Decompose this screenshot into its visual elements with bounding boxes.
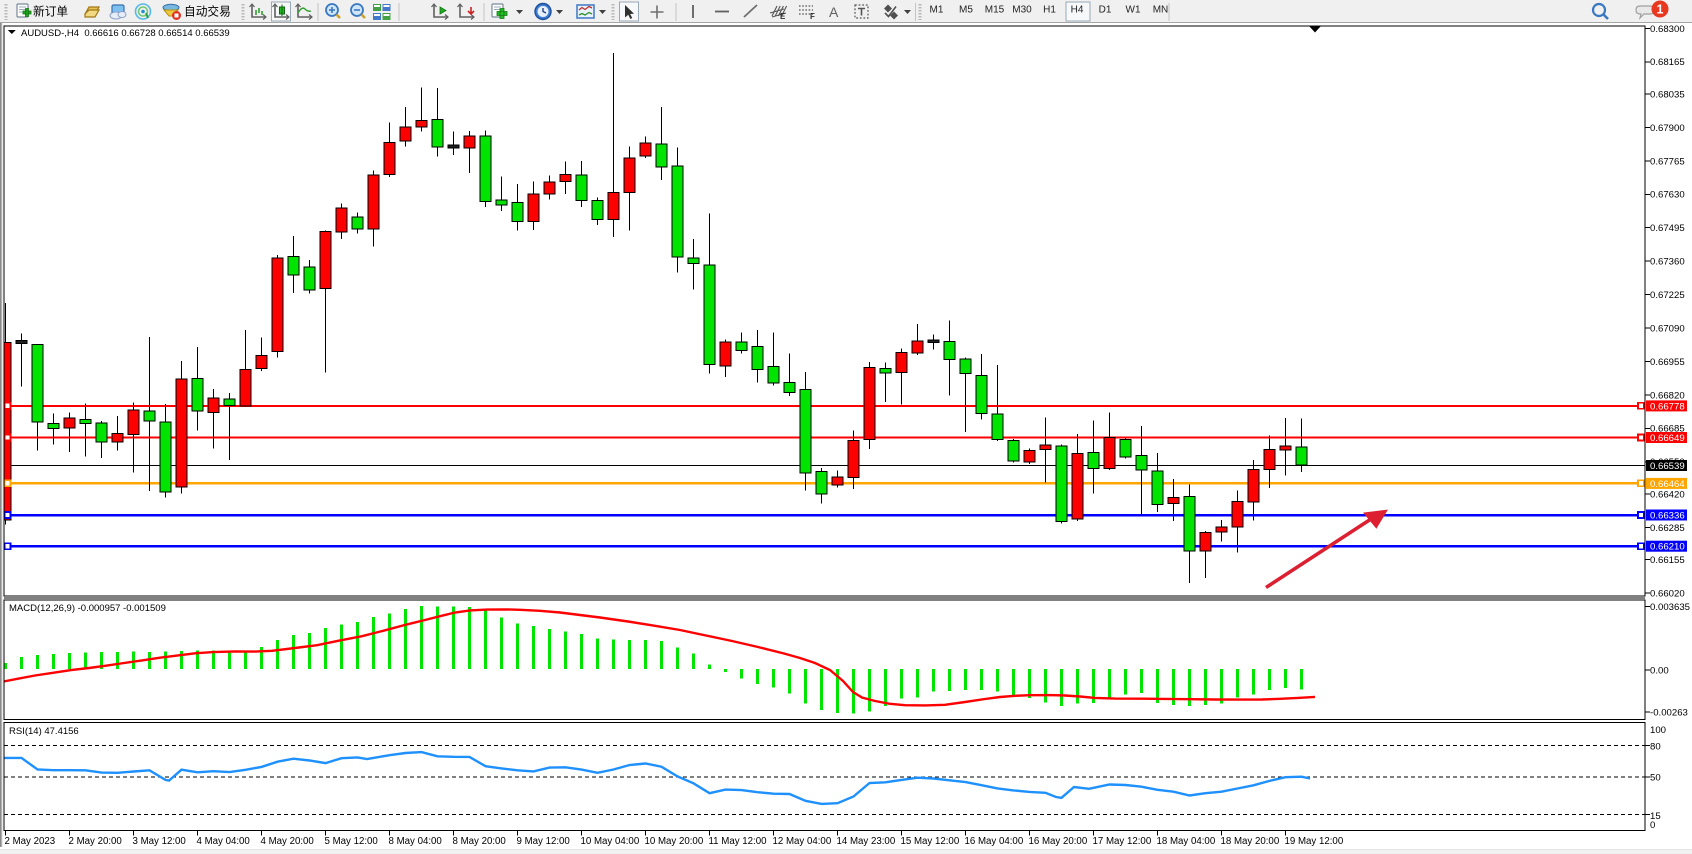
svg-text:AUDUSD-,H4 0.66616 0.66728 0.: AUDUSD-,H4 0.66616 0.66728 0.66514 0.665… (21, 28, 230, 39)
svg-text:0.66285: 0.66285 (1650, 523, 1685, 534)
svg-text:0.67900: 0.67900 (1650, 123, 1685, 134)
svg-text:RSI(14) 47.4156: RSI(14) 47.4156 (9, 726, 79, 737)
svg-text:MN: MN (1153, 5, 1169, 16)
svg-text:18 May 04:00: 18 May 04:00 (1157, 836, 1216, 847)
svg-text:16 May 04:00: 16 May 04:00 (965, 836, 1024, 847)
svg-text:10 May 20:00: 10 May 20:00 (645, 836, 704, 847)
svg-text:新订单: 新订单 (33, 5, 68, 19)
svg-text:F: F (810, 12, 815, 21)
svg-text:0.003635: 0.003635 (1650, 602, 1690, 613)
svg-text:17 May 12:00: 17 May 12:00 (1093, 836, 1152, 847)
svg-text:18 May 20:00: 18 May 20:00 (1221, 836, 1280, 847)
svg-text:0.00: 0.00 (1650, 665, 1669, 676)
svg-text:0.66778: 0.66778 (1650, 401, 1685, 412)
svg-text:100: 100 (1650, 725, 1666, 736)
svg-text:0.67765: 0.67765 (1650, 156, 1685, 167)
svg-text:0.66420: 0.66420 (1650, 489, 1685, 500)
svg-text:50: 50 (1650, 772, 1661, 783)
svg-text:0.66020: 0.66020 (1650, 588, 1685, 599)
svg-text:11 May 12:00: 11 May 12:00 (709, 836, 768, 847)
svg-text:0.67495: 0.67495 (1650, 223, 1685, 234)
svg-text:0.67360: 0.67360 (1650, 257, 1685, 268)
svg-text:10 May 04:00: 10 May 04:00 (581, 836, 640, 847)
svg-text:D1: D1 (1099, 5, 1112, 16)
svg-text:0.67090: 0.67090 (1650, 323, 1685, 334)
svg-text:MACD(12,26,9) -0.000957 -0.001: MACD(12,26,9) -0.000957 -0.001509 (9, 603, 166, 614)
svg-text:E: E (780, 12, 786, 21)
svg-text:0.68035: 0.68035 (1650, 89, 1685, 100)
svg-text:0.68300: 0.68300 (1650, 24, 1685, 35)
svg-text:4 May 20:00: 4 May 20:00 (261, 836, 315, 847)
svg-text:0.66336: 0.66336 (1650, 510, 1685, 521)
svg-text:H4: H4 (1071, 5, 1084, 16)
svg-text:0.67225: 0.67225 (1650, 290, 1685, 301)
svg-text:H1: H1 (1043, 5, 1056, 16)
svg-text:0.66210: 0.66210 (1650, 542, 1685, 553)
svg-text:0.66820: 0.66820 (1650, 390, 1685, 401)
svg-text:0.66955: 0.66955 (1650, 357, 1685, 368)
svg-text:0.66155: 0.66155 (1650, 555, 1685, 566)
svg-text:M30: M30 (1012, 5, 1032, 16)
svg-text:9 May 12:00: 9 May 12:00 (517, 836, 571, 847)
svg-text:2 May 2023: 2 May 2023 (5, 836, 56, 847)
svg-text:4 May 04:00: 4 May 04:00 (197, 836, 251, 847)
svg-text:W1: W1 (1126, 5, 1141, 16)
svg-text:0: 0 (1650, 820, 1655, 831)
svg-text:2 May 20:00: 2 May 20:00 (69, 836, 123, 847)
svg-text:0.66685: 0.66685 (1650, 424, 1685, 435)
svg-text:8 May 20:00: 8 May 20:00 (453, 836, 507, 847)
svg-text:-0.00263: -0.00263 (1650, 708, 1688, 719)
svg-text:0.66539: 0.66539 (1650, 461, 1685, 472)
svg-text:15 May 12:00: 15 May 12:00 (901, 836, 960, 847)
svg-text:3 May 12:00: 3 May 12:00 (133, 836, 187, 847)
svg-text:80: 80 (1650, 741, 1661, 752)
svg-text:19 May 12:00: 19 May 12:00 (1285, 836, 1344, 847)
svg-text:12 May 04:00: 12 May 04:00 (773, 836, 832, 847)
svg-text:M1: M1 (930, 5, 944, 16)
svg-text:A: A (829, 4, 839, 20)
svg-text:0.66649: 0.66649 (1650, 433, 1685, 444)
svg-text:5 May 12:00: 5 May 12:00 (325, 836, 379, 847)
svg-text:0.67630: 0.67630 (1650, 190, 1685, 201)
svg-text:8 May 04:00: 8 May 04:00 (389, 836, 443, 847)
svg-text:1: 1 (1657, 3, 1664, 17)
svg-text:16 May 20:00: 16 May 20:00 (1029, 836, 1088, 847)
svg-text:0.68165: 0.68165 (1650, 57, 1685, 68)
svg-text:15: 15 (1650, 811, 1661, 822)
svg-text:自动交易: 自动交易 (184, 5, 231, 19)
svg-text:M15: M15 (985, 5, 1005, 16)
svg-text:14 May 23:00: 14 May 23:00 (837, 836, 896, 847)
svg-text:M5: M5 (959, 5, 973, 16)
svg-text:0.66464: 0.66464 (1650, 479, 1685, 490)
